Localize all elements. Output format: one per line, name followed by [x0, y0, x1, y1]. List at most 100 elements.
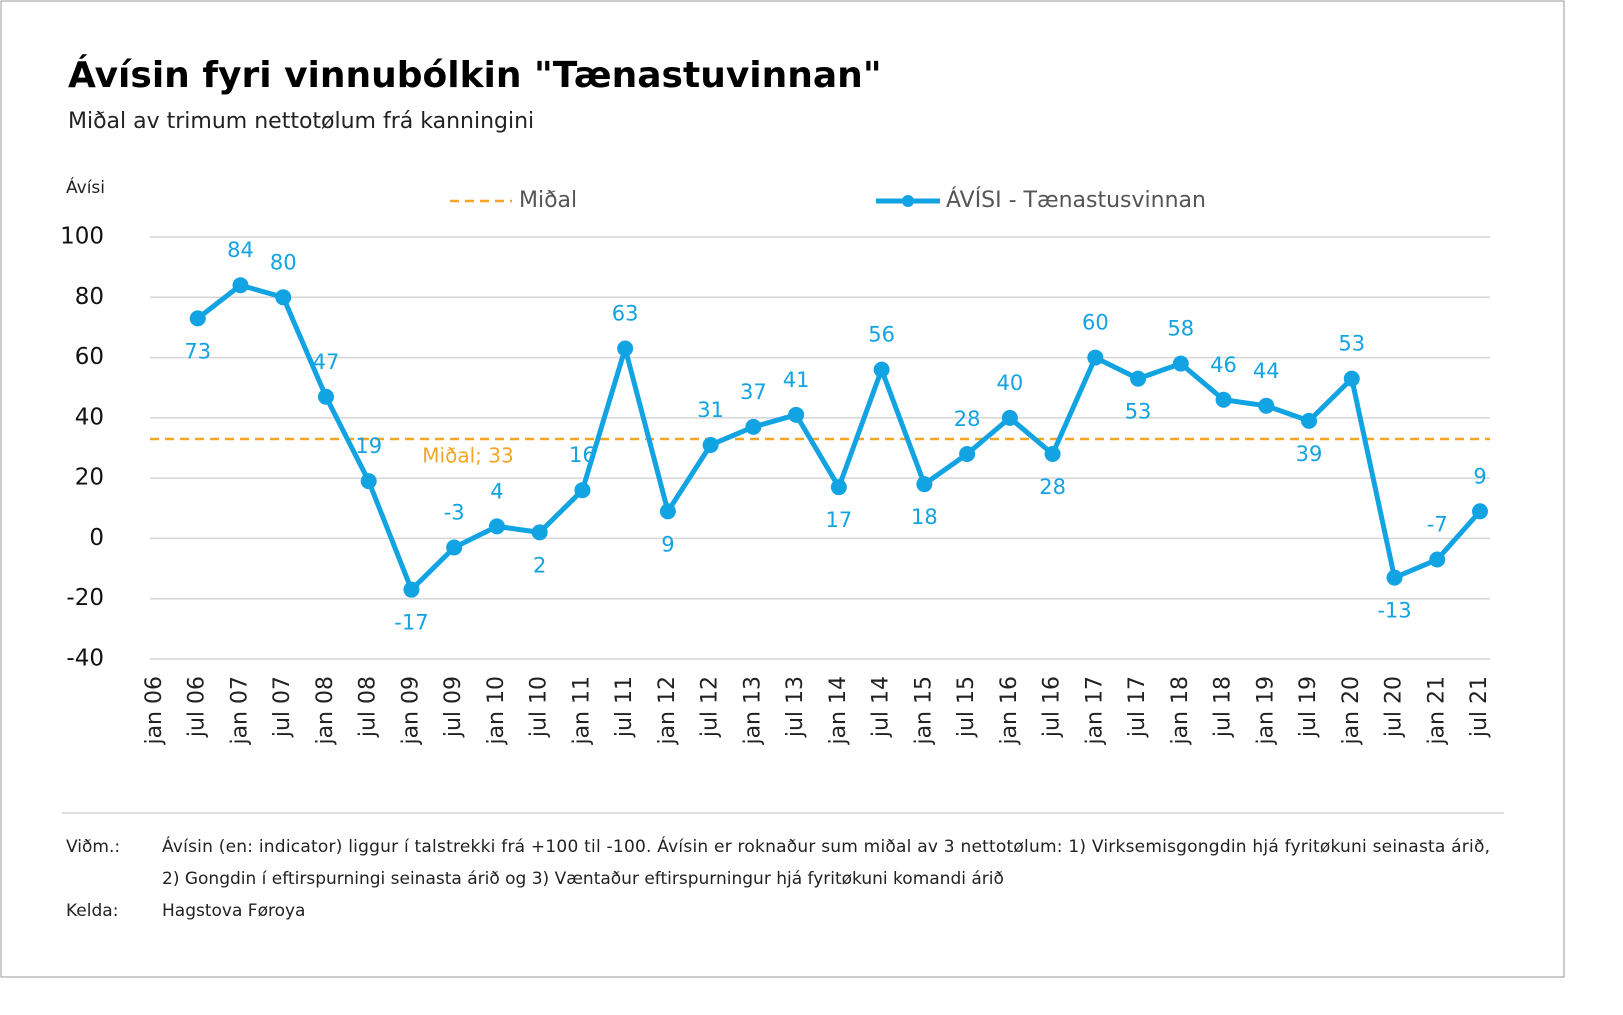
data-point [446, 539, 463, 556]
x-tick-label: jul 08 [356, 676, 381, 738]
data-point [1172, 355, 1189, 372]
x-tick-label: jan 12 [655, 676, 680, 746]
data-point [317, 388, 334, 405]
data-point [189, 310, 206, 327]
x-tick-label: jul 10 [527, 676, 552, 738]
data-point [1001, 409, 1018, 426]
data-label: 56 [868, 323, 895, 347]
legend-mean-label: Miðal [519, 188, 577, 213]
data-point [488, 518, 505, 535]
data-label: 44 [1253, 359, 1280, 383]
data-label: 84 [227, 238, 254, 262]
data-point [788, 406, 805, 423]
data-point [1215, 391, 1232, 408]
data-label: 16 [569, 443, 596, 467]
x-tick-label: jan 16 [997, 676, 1022, 746]
data-point [873, 361, 890, 378]
data-point [574, 482, 591, 499]
x-tick-label: jan 07 [227, 676, 252, 746]
data-label: 58 [1167, 317, 1194, 341]
data-label: 46 [1210, 353, 1237, 377]
x-tick-label: jul 16 [1040, 676, 1065, 738]
data-label: 17 [826, 508, 853, 532]
x-tick-label: jan 17 [1082, 676, 1107, 746]
x-tick-label: jan 08 [313, 676, 338, 746]
x-tick-label: jul 07 [270, 676, 295, 738]
y-tick-label: -20 [66, 585, 104, 611]
x-tick-label: jan 10 [484, 676, 509, 746]
data-label: 47 [313, 350, 340, 374]
x-tick-label: jul 14 [869, 676, 894, 738]
x-tick-label: jul 12 [698, 676, 723, 738]
data-label: 39 [1296, 442, 1323, 466]
data-point [916, 476, 933, 493]
y-tick-label: 0 [89, 525, 104, 551]
data-point [275, 289, 292, 306]
data-point [959, 446, 976, 463]
legend-series-label: ÁVÍSI - Tænastusvinnan [946, 187, 1206, 213]
data-label: 18 [911, 505, 938, 529]
data-label: 28 [1039, 475, 1066, 499]
data-point [830, 479, 847, 496]
x-tick-label: jul 13 [783, 676, 808, 738]
x-tick-label: jul 17 [1125, 676, 1150, 738]
x-tick-label: jul 15 [954, 676, 979, 738]
data-label: 2 [533, 553, 546, 577]
data-label: 9 [1473, 464, 1486, 488]
mean-annotation: Miðal; 33 [422, 443, 513, 467]
x-tick-label: jan 06 [142, 676, 167, 746]
data-label: -7 [1427, 513, 1448, 537]
x-tick-label: jan 19 [1253, 676, 1278, 746]
data-label: 80 [270, 250, 297, 274]
note-text: Hagstova Føroya [162, 901, 305, 921]
x-tick-label: jan 09 [398, 676, 423, 746]
x-tick-label: jul 11 [612, 676, 637, 738]
data-label: 73 [184, 339, 211, 363]
y-tick-label: 20 [75, 465, 104, 491]
note-label: Kelda: [66, 901, 118, 921]
x-tick-label: jul 18 [1211, 676, 1236, 738]
data-label: 31 [697, 398, 724, 422]
y-tick-label: 40 [75, 404, 104, 430]
data-point [617, 340, 634, 357]
x-tick-label: jul 20 [1382, 676, 1407, 738]
x-tick-label: jan 13 [740, 676, 765, 746]
data-label: -13 [1377, 599, 1411, 623]
data-point [232, 277, 249, 294]
chart-subtitle: Miðal av trimum nettotølum frá kanningin… [68, 109, 534, 134]
data-point [1386, 569, 1403, 586]
legend-series-marker [902, 195, 914, 207]
x-tick-label: jan 15 [911, 676, 936, 746]
data-label: 53 [1125, 400, 1152, 424]
x-tick-label: jan 18 [1168, 676, 1193, 746]
data-label: 40 [996, 371, 1023, 395]
data-label: -17 [394, 611, 428, 635]
data-point [360, 473, 377, 490]
data-label: -3 [444, 500, 465, 524]
data-point [1087, 349, 1104, 366]
x-tick-label: jan 20 [1339, 676, 1364, 746]
x-tick-label: jul 21 [1467, 676, 1492, 738]
y-tick-label: 100 [60, 224, 104, 250]
data-point [702, 436, 719, 453]
data-point [1429, 551, 1446, 568]
data-point [1343, 370, 1360, 387]
data-label: 60 [1082, 311, 1109, 335]
x-tick-label: jul 06 [185, 676, 210, 738]
data-point [745, 418, 762, 435]
data-point [659, 503, 676, 520]
x-tick-label: jul 19 [1296, 676, 1321, 738]
chart-title: Ávísin fyri vinnubólkin "Tænastuvinnan" [68, 54, 882, 96]
data-point [403, 581, 420, 598]
y-axis-label: Ávísi [66, 176, 105, 198]
x-tick-label: jul 09 [441, 676, 466, 738]
data-point [1130, 370, 1147, 387]
y-tick-label: 60 [75, 344, 104, 370]
x-tick-label: jan 14 [826, 676, 851, 746]
data-label: 19 [355, 434, 382, 458]
note-label: Viðm.: [66, 837, 120, 857]
data-label: 4 [490, 479, 503, 503]
data-point [1258, 397, 1275, 414]
